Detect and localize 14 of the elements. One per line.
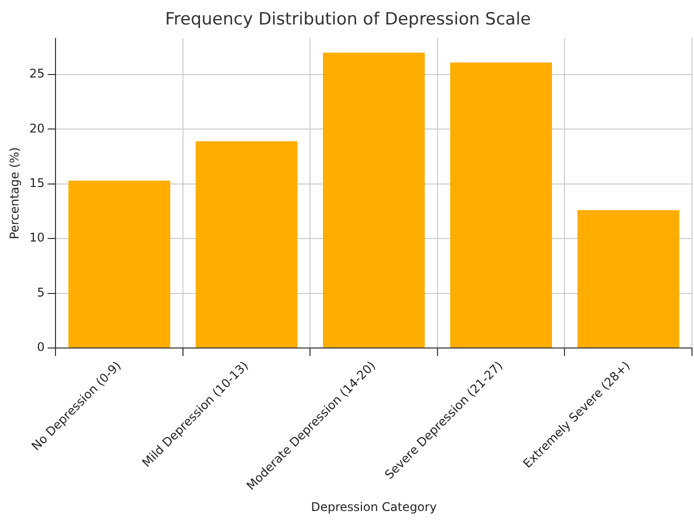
bar: [196, 141, 298, 348]
y-tick-label: 25: [29, 66, 45, 81]
x-axis-title: Depression Category: [310, 500, 437, 514]
y-tick-label: 0: [37, 340, 45, 354]
bar: [322, 52, 425, 348]
bar: [68, 180, 170, 348]
y-tick-label: 15: [29, 176, 45, 190]
y-axis-title: Percentage (%): [7, 147, 22, 240]
y-tick-label: 20: [29, 121, 45, 136]
y-tick-label: 10: [29, 230, 45, 245]
bar: [577, 210, 680, 348]
y-tick-label: 5: [37, 285, 45, 300]
chart-title: Frequency Distribution of Depression Scale: [165, 10, 531, 30]
bar: [450, 62, 552, 348]
